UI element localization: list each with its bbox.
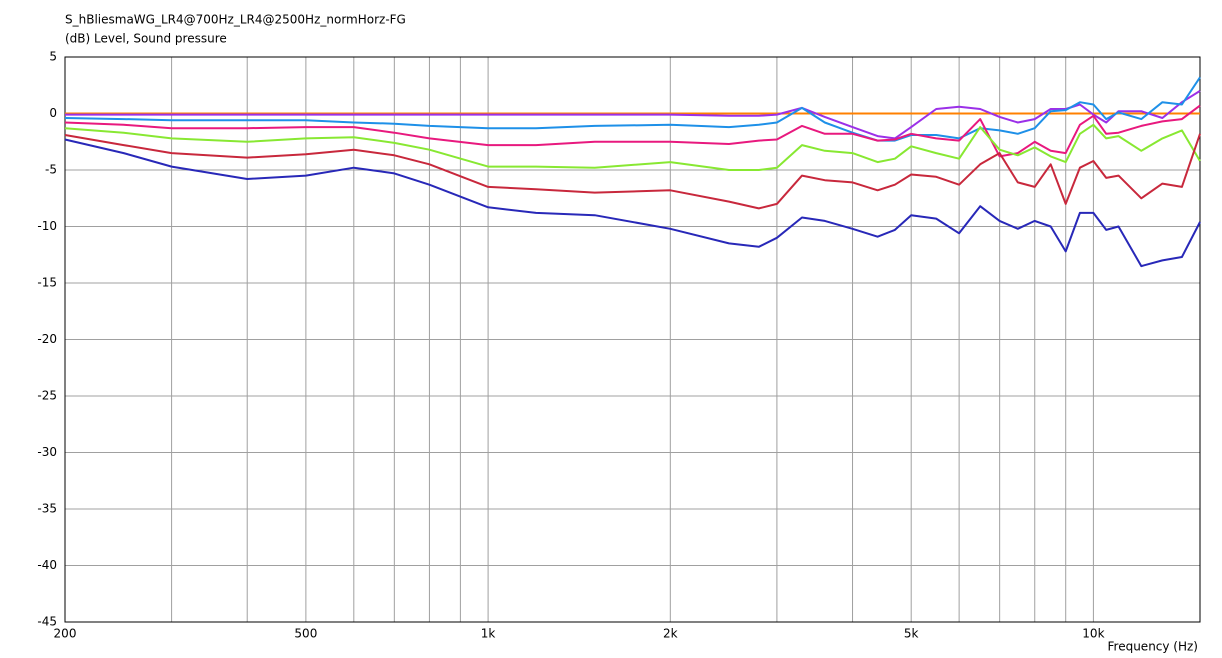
y-tick-label: 5: [49, 50, 57, 64]
x-tick-label: 500: [294, 627, 317, 641]
chart-title: S_hBliesmaWG_LR4@700Hz_LR4@2500Hz_normHo…: [65, 13, 406, 27]
series-line: [64, 123, 1201, 171]
y-tick-label: -45: [37, 615, 57, 629]
y-tick-label: -35: [37, 502, 57, 516]
x-axis-label: Frequency (Hz): [1108, 640, 1199, 654]
y-tick-label: -5: [45, 163, 57, 177]
plot-border: [64, 56, 1201, 623]
y-tick-label: 0: [49, 106, 57, 120]
x-tick-label: 2k: [663, 627, 678, 641]
series-line: [64, 104, 1201, 158]
x-tick-label: 1k: [481, 627, 496, 641]
x-tick-label: 5k: [904, 627, 919, 641]
series-line: [64, 133, 1201, 210]
y-tick-label: -30: [37, 445, 57, 459]
y-tick-label: -15: [37, 276, 57, 290]
x-tick-label: 200: [54, 627, 77, 641]
series-line: [64, 138, 1201, 268]
y-tick-label: -10: [37, 219, 57, 233]
x-tick-label: 10k: [1082, 627, 1104, 641]
y-axis-label: (dB) Level, Sound pressure: [65, 32, 227, 46]
series-line: [65, 90, 1201, 140]
y-tick-label: -40: [37, 558, 57, 572]
y-tick-label: -20: [37, 332, 57, 346]
series-line: [64, 76, 1201, 142]
y-tick-label: -25: [37, 389, 57, 403]
